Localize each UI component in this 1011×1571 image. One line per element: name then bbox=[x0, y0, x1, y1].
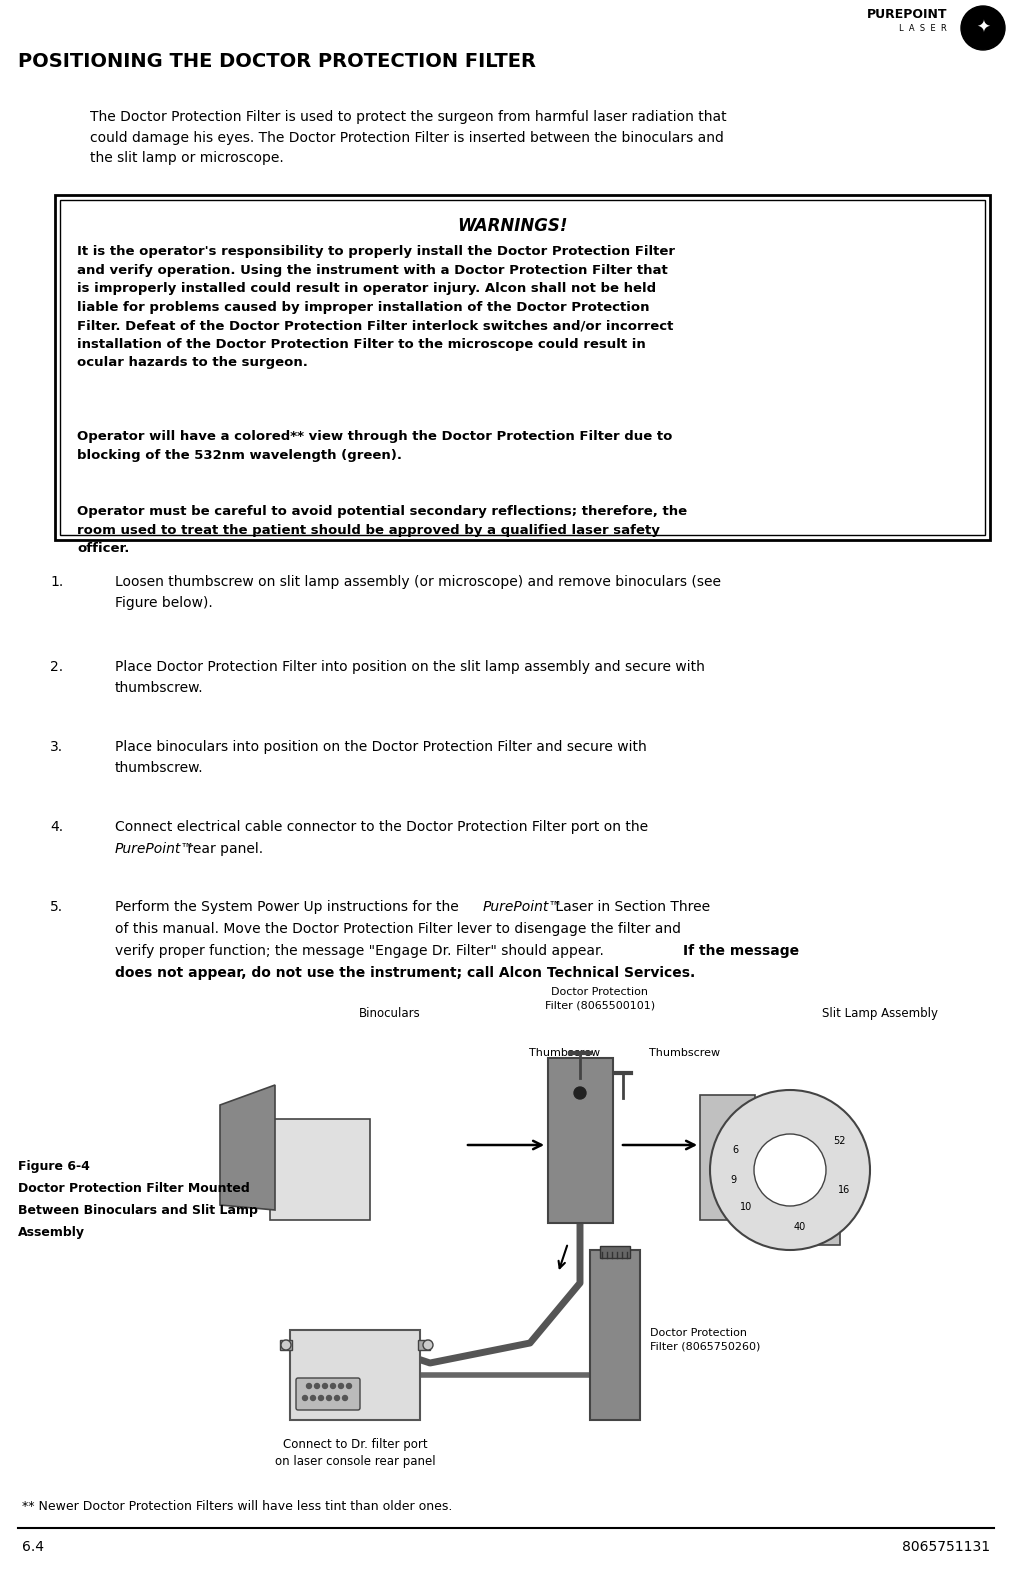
Circle shape bbox=[310, 1395, 315, 1400]
Text: ✦: ✦ bbox=[975, 19, 989, 38]
Text: 40: 40 bbox=[793, 1222, 806, 1232]
Text: Operator will have a colored** view through the Doctor Protection Filter due to
: Operator will have a colored** view thro… bbox=[77, 430, 671, 462]
Circle shape bbox=[710, 1090, 869, 1251]
Bar bbox=[55, 195, 989, 540]
Text: verify proper function; the message "Engage Dr. Filter" should appear.: verify proper function; the message "Eng… bbox=[115, 944, 608, 958]
Text: 8065751131: 8065751131 bbox=[901, 1540, 989, 1554]
Bar bbox=[589, 1251, 639, 1420]
Text: It is the operator's responsibility to properly install the Doctor Protection Fi: It is the operator's responsibility to p… bbox=[77, 245, 674, 369]
Bar bbox=[418, 1340, 430, 1349]
Bar bbox=[60, 200, 984, 536]
Text: L  A  S  E  R: L A S E R bbox=[899, 24, 946, 33]
Circle shape bbox=[960, 6, 1004, 50]
Bar bbox=[280, 1340, 292, 1349]
Text: Connect electrical cable connector to the Doctor Protection Filter port on the: Connect electrical cable connector to th… bbox=[115, 820, 647, 834]
Text: WARNINGS!: WARNINGS! bbox=[456, 217, 567, 236]
Text: Between Binoculars and Slit Lamp: Between Binoculars and Slit Lamp bbox=[18, 1203, 258, 1218]
Text: 16: 16 bbox=[837, 1185, 849, 1194]
Circle shape bbox=[346, 1384, 351, 1389]
Text: Laser in Section Three: Laser in Section Three bbox=[550, 900, 710, 914]
Text: Thumbscrew: Thumbscrew bbox=[649, 1048, 720, 1057]
Bar bbox=[700, 1095, 754, 1221]
Circle shape bbox=[573, 1087, 585, 1100]
Text: Loosen thumbscrew on slit lamp assembly (or microscope) and remove binoculars (s: Loosen thumbscrew on slit lamp assembly … bbox=[115, 575, 720, 610]
Circle shape bbox=[327, 1395, 332, 1400]
Text: Doctor Protection Filter Mounted: Doctor Protection Filter Mounted bbox=[18, 1181, 250, 1196]
FancyBboxPatch shape bbox=[295, 1378, 360, 1411]
Circle shape bbox=[323, 1384, 328, 1389]
Circle shape bbox=[335, 1395, 339, 1400]
Text: rear panel.: rear panel. bbox=[183, 842, 263, 856]
Text: Doctor Protection
Filter (8065500101): Doctor Protection Filter (8065500101) bbox=[544, 987, 654, 1010]
Text: PUREPOINT: PUREPOINT bbox=[865, 8, 946, 20]
Text: PurePoint™: PurePoint™ bbox=[482, 900, 563, 914]
Circle shape bbox=[318, 1395, 324, 1400]
Text: 9: 9 bbox=[730, 1175, 736, 1185]
Text: Binoculars: Binoculars bbox=[359, 1007, 421, 1020]
Text: 1.: 1. bbox=[50, 575, 63, 589]
Text: Figure 6-4: Figure 6-4 bbox=[18, 1159, 90, 1174]
Text: Slit Lamp Assembly: Slit Lamp Assembly bbox=[821, 1007, 937, 1020]
Circle shape bbox=[281, 1340, 291, 1349]
Text: 3.: 3. bbox=[50, 740, 63, 754]
Text: Doctor Protection
Filter (8065750260): Doctor Protection Filter (8065750260) bbox=[649, 1329, 759, 1351]
Text: 10: 10 bbox=[739, 1202, 751, 1211]
Text: Place binoculars into position on the Doctor Protection Filter and secure with
t: Place binoculars into position on the Do… bbox=[115, 740, 646, 775]
Polygon shape bbox=[219, 1086, 275, 1210]
Text: Operator must be careful to avoid potential secondary reflections; therefore, th: Operator must be careful to avoid potent… bbox=[77, 504, 686, 555]
Bar bbox=[809, 1145, 839, 1244]
Circle shape bbox=[302, 1395, 307, 1400]
Circle shape bbox=[306, 1384, 311, 1389]
Text: 4.: 4. bbox=[50, 820, 63, 834]
Circle shape bbox=[314, 1384, 319, 1389]
Text: The Doctor Protection Filter is used to protect the surgeon from harmful laser r: The Doctor Protection Filter is used to … bbox=[90, 110, 726, 165]
Text: 5.: 5. bbox=[50, 900, 63, 914]
Text: of this manual. Move the Doctor Protection Filter lever to disengage the filter : of this manual. Move the Doctor Protecti… bbox=[115, 922, 680, 936]
Text: Connect to Dr. filter port
on laser console rear panel: Connect to Dr. filter port on laser cons… bbox=[274, 1437, 435, 1467]
Text: 52: 52 bbox=[833, 1136, 845, 1147]
Text: If the message: If the message bbox=[682, 944, 799, 958]
Circle shape bbox=[423, 1340, 433, 1349]
Text: PurePoint™: PurePoint™ bbox=[115, 842, 195, 856]
Text: ** Newer Doctor Protection Filters will have less tint than older ones.: ** Newer Doctor Protection Filters will … bbox=[22, 1500, 452, 1513]
Text: Thumbscrew: Thumbscrew bbox=[529, 1048, 600, 1057]
Text: 2.: 2. bbox=[50, 660, 63, 674]
Bar bbox=[290, 1331, 420, 1420]
Circle shape bbox=[342, 1395, 347, 1400]
Circle shape bbox=[753, 1134, 825, 1207]
Bar bbox=[548, 1057, 613, 1222]
Bar bbox=[270, 1119, 370, 1221]
Text: Place Doctor Protection Filter into position on the slit lamp assembly and secur: Place Doctor Protection Filter into posi… bbox=[115, 660, 705, 694]
Bar bbox=[600, 1246, 630, 1258]
Text: 6.4: 6.4 bbox=[22, 1540, 43, 1554]
Text: Assembly: Assembly bbox=[18, 1225, 85, 1240]
Circle shape bbox=[331, 1384, 336, 1389]
Text: 6: 6 bbox=[732, 1145, 738, 1155]
Text: POSITIONING THE DOCTOR PROTECTION FILTER: POSITIONING THE DOCTOR PROTECTION FILTER bbox=[18, 52, 536, 71]
Text: does not appear, do not use the instrument; call Alcon Technical Services.: does not appear, do not use the instrume… bbox=[115, 966, 695, 980]
Circle shape bbox=[338, 1384, 343, 1389]
Text: Perform the System Power Up instructions for the: Perform the System Power Up instructions… bbox=[115, 900, 463, 914]
